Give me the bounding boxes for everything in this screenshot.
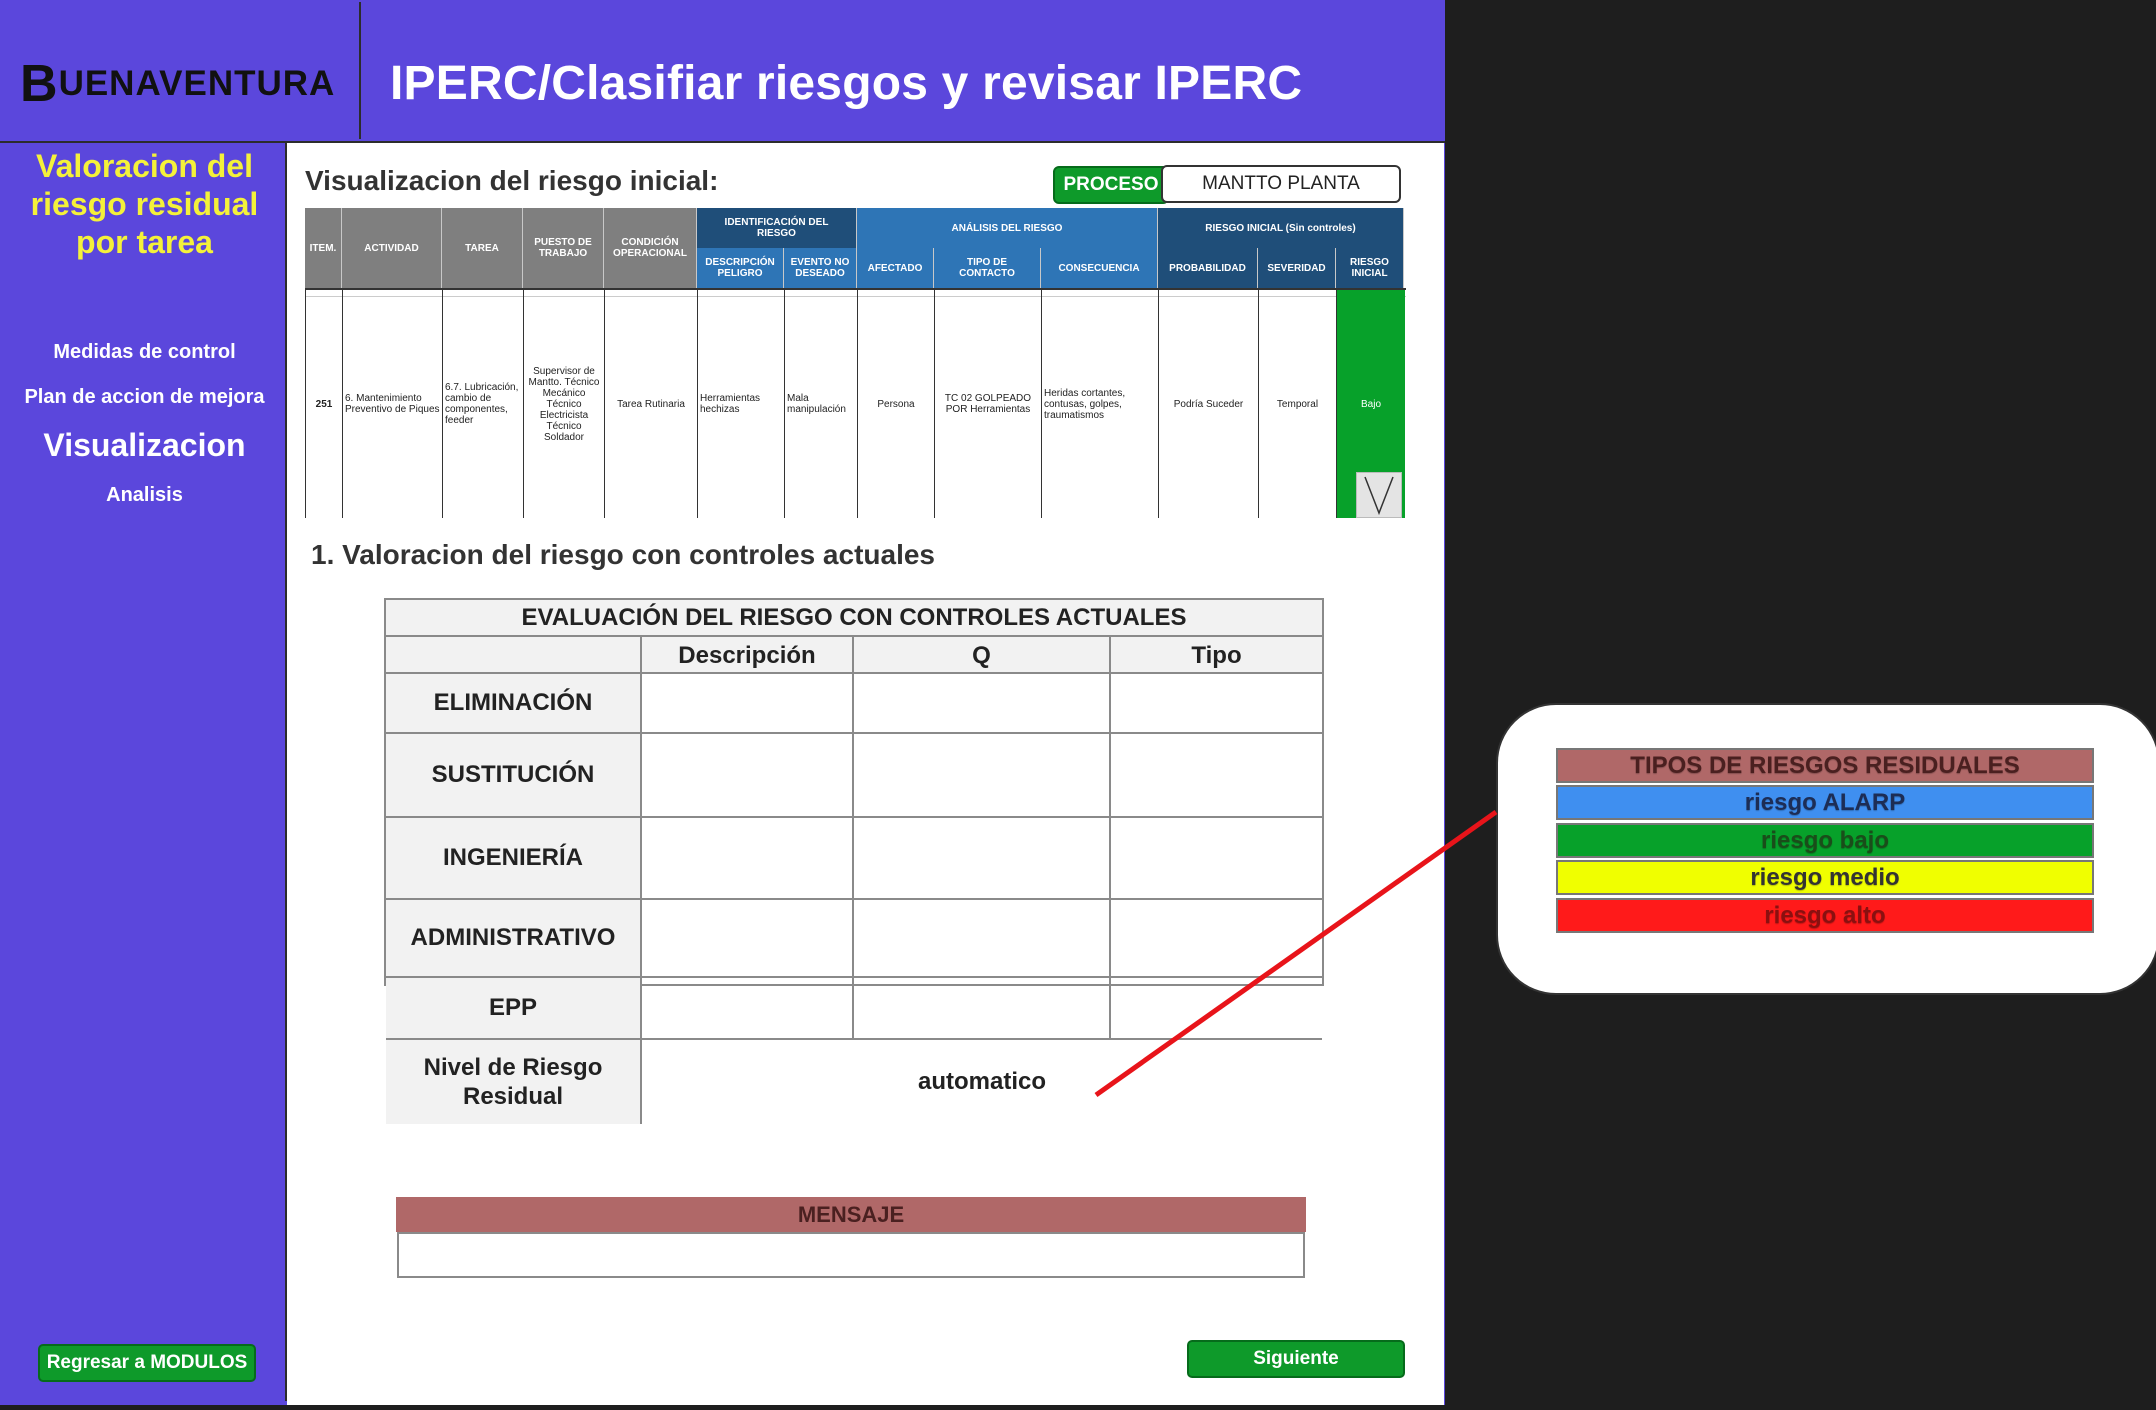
- sidebar-item-visualizacion[interactable]: Visualizacion: [43, 427, 246, 463]
- td-riesgo-inicial: Bajo: [1337, 290, 1405, 518]
- th-riesgo-inicial: RIESGO INICIAL: [1336, 248, 1404, 288]
- epp-tipo-cell[interactable]: [1111, 978, 1322, 1040]
- evaluation-title: EVALUACIÓN DEL RIESGO CON CONTROLES ACTU…: [386, 600, 1322, 637]
- td-severidad: Temporal: [1259, 290, 1337, 518]
- sidebar: Valoracion del riesgo residual por tarea…: [4, 143, 287, 1401]
- td-actividad: 6. Mantenimiento Preventivo de Piques: [343, 290, 443, 518]
- ingenieria-tipo-cell[interactable]: [1111, 818, 1322, 900]
- page-title: IPERC/Clasifiar riesgos y revisar IPERC: [390, 57, 1303, 110]
- legend-item-medio: riesgo medio: [1556, 860, 2094, 895]
- header: BUENAVENTURA IPERC/Clasifiar riesgos y r…: [0, 0, 1445, 143]
- eliminacion-descripcion-cell[interactable]: [642, 674, 854, 734]
- row-eliminacion: ELIMINACIÓN: [386, 674, 642, 734]
- legend-item-bajo: riesgo bajo: [1556, 823, 2094, 858]
- epp-descripcion-cell[interactable]: [642, 978, 854, 1040]
- iperc-row: 251 6. Mantenimiento Preventivo de Pique…: [305, 288, 1406, 518]
- sidebar-heading-line-3: por tarea: [76, 224, 213, 260]
- col-tipo: Tipo: [1111, 637, 1322, 674]
- sidebar-item-medidas-control[interactable]: Medidas de control: [53, 341, 236, 363]
- th-group-riesgo-inicial: RIESGO INICIAL (Sin controles): [1158, 208, 1404, 248]
- logo-initial: B: [20, 55, 59, 113]
- th-descripcion-peligro: DESCRIPCIÓN PELIGRO: [697, 248, 784, 288]
- evaluation-table: EVALUACIÓN DEL RIESGO CON CONTROLES ACTU…: [384, 598, 1324, 1124]
- td-tipo-contacto: TC 02 GOLPEADO POR Herramientas: [935, 290, 1042, 518]
- legend-item-alto: riesgo alto: [1556, 898, 2094, 933]
- row-epp: EPP: [386, 978, 642, 1040]
- message-title: MENSAJE: [396, 1197, 1306, 1232]
- dropdown-arrow-icon[interactable]: [1356, 472, 1402, 518]
- next-button[interactable]: Siguiente: [1187, 1340, 1405, 1378]
- legend-item-alarp: riesgo ALARP: [1556, 785, 2094, 820]
- residual-risk-value: automatico: [917, 1068, 1046, 1095]
- th-severidad: SEVERIDAD: [1258, 248, 1336, 288]
- ingenieria-descripcion-cell[interactable]: [642, 818, 854, 900]
- ingenieria-q-cell[interactable]: [854, 818, 1111, 900]
- eliminacion-tipo-cell[interactable]: [1111, 674, 1322, 734]
- riesgo-inicial-value: Bajo: [1360, 398, 1381, 410]
- th-group-analisis: ANÁLISIS DEL RIESGO: [857, 208, 1158, 248]
- administrativo-descripcion-cell[interactable]: [642, 900, 854, 978]
- td-puesto: Supervisor de Mantto. Técnico Mecánico T…: [524, 290, 605, 518]
- residual-risk-legend: TIPOS DE RIESGOS RESIDUALES riesgo ALARP…: [1496, 703, 2156, 995]
- row-administrativo: ADMINISTRATIVO: [386, 900, 642, 978]
- app-window: BUENAVENTURA IPERC/Clasifiar riesgos y r…: [0, 0, 1445, 1405]
- td-tarea: 6.7. Lubricación, cambio de componentes,…: [443, 290, 524, 518]
- proceso-field[interactable]: MANTTO PLANTA: [1161, 165, 1401, 203]
- administrativo-tipo-cell[interactable]: [1111, 900, 1322, 978]
- iperc-table: ITEM. ACTIVIDAD TAREA PUESTO DE TRABAJO …: [305, 208, 1406, 518]
- td-probabilidad: Podría Suceder: [1159, 290, 1259, 518]
- th-puesto: PUESTO DE TRABAJO: [523, 208, 604, 288]
- proceso-label: PROCESO: [1053, 166, 1169, 204]
- sustitucion-descripcion-cell[interactable]: [642, 734, 854, 818]
- sustitucion-tipo-cell[interactable]: [1111, 734, 1322, 818]
- th-evento-no-deseado: EVENTO NO DESEADO: [784, 248, 857, 288]
- main-content: Visualizacion del riesgo inicial: PROCES…: [287, 143, 1444, 1405]
- th-afectado: AFECTADO: [857, 248, 934, 288]
- th-tarea: TAREA: [442, 208, 523, 288]
- td-afectado: Persona: [858, 290, 935, 518]
- sidebar-heading-line-2: riesgo residual: [30, 186, 259, 222]
- row-ingenieria: INGENIERÍA: [386, 818, 642, 900]
- th-actividad: ACTIVIDAD: [342, 208, 442, 288]
- epp-q-cell[interactable]: [854, 978, 1111, 1040]
- th-probabilidad: PROBABILIDAD: [1158, 248, 1258, 288]
- td-condicion: Tarea Rutinaria: [605, 290, 698, 518]
- th-group-identificacion: IDENTIFICACIÓN DEL RIESGO: [697, 208, 857, 248]
- td-descripcion-peligro: Herramientas hechizas: [698, 290, 785, 518]
- section-1-title: 1. Valoracion del riesgo con controles a…: [311, 539, 935, 570]
- sidebar-item-plan-accion[interactable]: Plan de accion de mejora: [24, 386, 265, 408]
- initial-risk-section-title: Visualizacion del riesgo inicial:: [305, 165, 719, 196]
- legend-title: TIPOS DE RIESGOS RESIDUALES: [1556, 748, 2094, 783]
- td-evento-no-deseado: Mala manipulación: [785, 290, 858, 518]
- th-consecuencia: CONSECUENCIA: [1041, 248, 1158, 288]
- buenaventura-logo: BUENAVENTURA: [20, 54, 335, 114]
- logo-box: BUENAVENTURA: [4, 2, 361, 139]
- td-item: 251: [306, 290, 343, 518]
- message-box: [397, 1232, 1305, 1278]
- th-item: ITEM.: [305, 208, 342, 288]
- logo-text: UENAVENTURA: [58, 64, 336, 103]
- th-tipo-contacto: TIPO DE CONTACTO: [934, 248, 1041, 288]
- sidebar-item-analisis[interactable]: Analisis: [106, 484, 183, 506]
- row-nivel-riesgo-residual: Nivel de Riesgo Residual: [386, 1040, 642, 1124]
- th-condicion: CONDICIÓN OPERACIONAL: [604, 208, 697, 288]
- sustitucion-q-cell[interactable]: [854, 734, 1111, 818]
- evaluation-header-blank: [386, 637, 642, 674]
- sidebar-heading-line-1: Valoracion del: [36, 148, 253, 184]
- eliminacion-q-cell[interactable]: [854, 674, 1111, 734]
- back-to-modules-button[interactable]: Regresar a MODULOS: [38, 1344, 256, 1382]
- row-sustitucion: SUSTITUCIÓN: [386, 734, 642, 818]
- td-consecuencia: Heridas cortantes, contusas, golpes, tra…: [1042, 290, 1159, 518]
- col-q: Q: [854, 637, 1111, 674]
- administrativo-q-cell[interactable]: [854, 900, 1111, 978]
- col-descripcion: Descripción: [642, 637, 854, 674]
